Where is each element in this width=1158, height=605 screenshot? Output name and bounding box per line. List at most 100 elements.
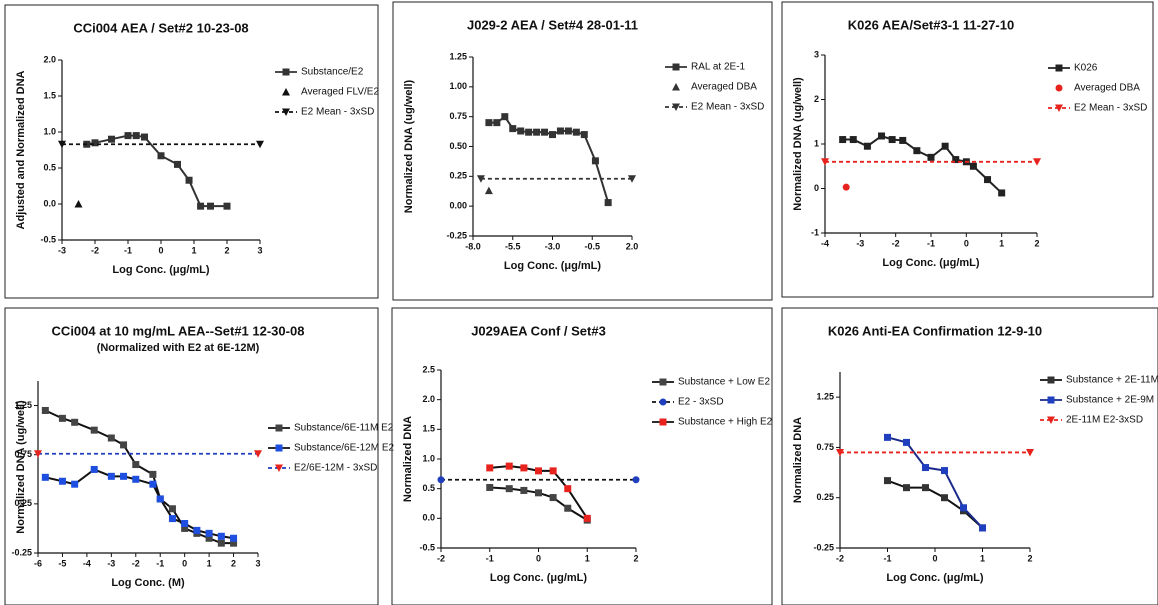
data-point <box>913 147 921 155</box>
x-tick-label: -2 <box>91 245 99 255</box>
data-point <box>960 504 967 512</box>
data-point <box>71 480 79 488</box>
y-tick-label: 0.25 <box>14 498 32 508</box>
data-point <box>941 142 949 150</box>
data-point <box>120 441 128 449</box>
data-point <box>181 520 189 528</box>
x-axis-label: Log Conc. (μg/mL) <box>886 572 983 584</box>
data-point <box>205 529 213 537</box>
y-tick-label: 0.00 <box>449 201 467 211</box>
x-tick-label: 2 <box>224 245 229 255</box>
y-tick-label: -0.25 <box>446 230 467 240</box>
x-tick-label: -3 <box>856 238 864 248</box>
x-tick-label: -2 <box>437 553 445 563</box>
y-tick-label: -0.25 <box>813 542 834 552</box>
data-point <box>509 125 517 133</box>
series-line <box>86 134 227 208</box>
data-point <box>580 131 588 139</box>
data-point <box>74 200 83 208</box>
data-point <box>941 467 948 475</box>
data-point <box>149 470 157 478</box>
panel-border <box>391 307 773 605</box>
y-axis-label: Adjusted and Normalized DNA <box>15 70 27 229</box>
data-point <box>520 486 528 494</box>
data-point <box>505 485 513 493</box>
legend-label: E2 - 3xSD <box>678 397 724 408</box>
series-line <box>44 409 234 545</box>
data-point <box>34 450 42 458</box>
x-tick-label: 0 <box>964 238 969 248</box>
data-point <box>604 199 612 207</box>
data-point <box>922 464 929 472</box>
data-point <box>842 183 850 191</box>
chart-title: K026 AEA/Set#3-1 11-27-10 <box>848 17 1014 32</box>
data-point <box>132 475 140 483</box>
data-point <box>564 485 572 493</box>
x-tick-label: 2.0 <box>626 241 639 251</box>
data-point <box>256 140 264 149</box>
data-point <box>501 113 509 121</box>
x-tick-label: -2 <box>132 558 140 568</box>
data-point <box>58 477 66 485</box>
data-point <box>821 158 829 166</box>
legend-marker <box>659 378 667 386</box>
x-tick-label: -2 <box>892 238 900 248</box>
legend-marker <box>1047 396 1055 404</box>
data-point <box>230 534 238 542</box>
chart-title: J029AEA Conf / Set#3 <box>471 323 606 338</box>
data-point <box>969 162 977 170</box>
data-point <box>849 136 857 144</box>
data-point <box>41 473 49 481</box>
series-line <box>887 479 984 529</box>
data-point <box>107 434 115 442</box>
data-point <box>91 139 99 147</box>
y-tick-label: 2.0 <box>43 54 56 64</box>
legend-marker <box>282 88 290 96</box>
data-point <box>108 135 115 143</box>
data-point <box>549 467 557 475</box>
legend-marker <box>275 424 283 432</box>
data-point <box>998 189 1006 197</box>
y-axis-label: Normalized DNA <box>402 416 414 502</box>
y-tick-label: 1.00 <box>449 81 467 91</box>
data-point <box>486 483 494 491</box>
data-point <box>223 202 231 210</box>
x-tick-label: 0 <box>932 553 937 563</box>
x-axis-label: Log Conc. (μg/mL) <box>112 264 209 276</box>
data-point <box>903 484 910 492</box>
data-point <box>572 128 580 136</box>
y-tick-label: 0.75 <box>816 442 834 452</box>
y-tick-label: 1.25 <box>449 51 467 61</box>
legend-marker <box>659 398 667 406</box>
x-tick-label: 3 <box>255 558 260 568</box>
y-tick-label: 1.25 <box>816 392 834 402</box>
data-point <box>535 467 542 475</box>
data-point <box>591 157 599 165</box>
x-tick-label: -1 <box>124 245 132 255</box>
data-point <box>839 136 847 144</box>
legend-label: E2 Mean - 3xSD <box>691 102 764 113</box>
x-tick-label: 1 <box>207 558 212 568</box>
y-tick-label: 2 <box>814 94 819 104</box>
y-tick-label: 0.50 <box>449 141 467 151</box>
data-point <box>556 127 564 135</box>
data-point <box>1033 158 1041 166</box>
data-point <box>564 127 572 135</box>
data-point <box>888 136 896 144</box>
y-tick-label: -1 <box>811 227 819 237</box>
data-point <box>41 406 49 414</box>
x-tick-label: -2 <box>836 553 844 563</box>
data-point <box>197 202 205 210</box>
legend-label: E2/6E-12M - 3xSD <box>294 463 377 474</box>
x-tick-label: 0 <box>158 245 163 255</box>
data-point <box>217 539 225 547</box>
x-tick-label: -5 <box>58 558 66 568</box>
data-point <box>168 515 176 523</box>
legend-label: Substance + 2E-11M E2 <box>1066 375 1158 386</box>
legend-marker <box>275 464 283 472</box>
x-axis-label: Log Conc. (μg/mL) <box>882 257 979 269</box>
x-tick-label: 1 <box>980 553 985 563</box>
x-tick-label: -6 <box>34 558 42 568</box>
